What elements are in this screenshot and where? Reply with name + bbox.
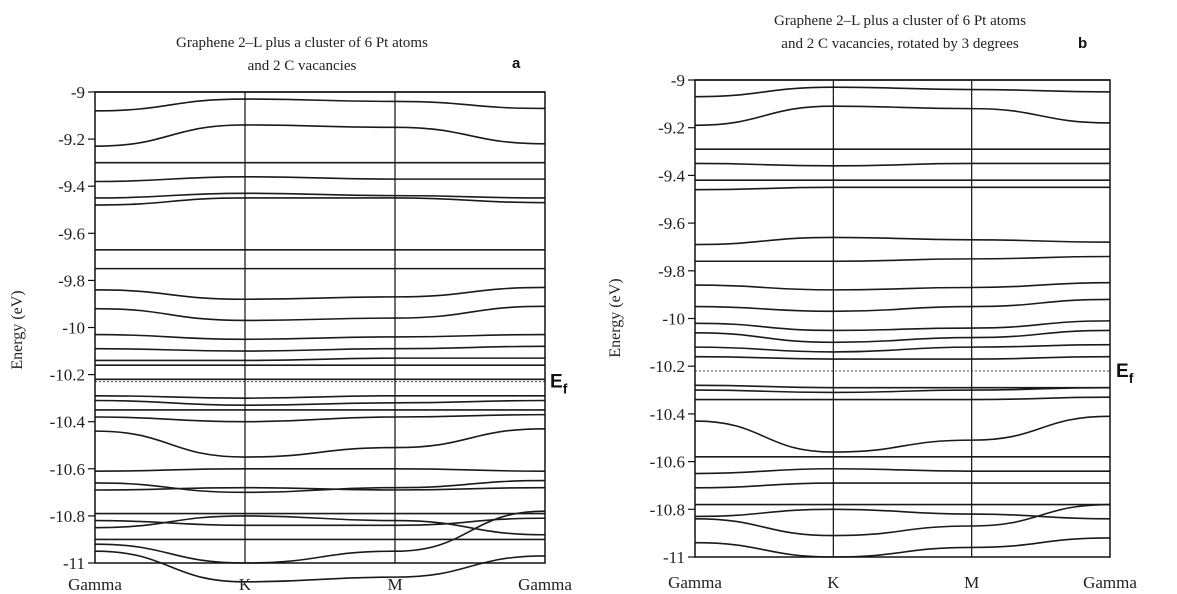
x-tick-label: K [827, 573, 840, 592]
band-line [694, 503, 1111, 537]
plot-frame [694, 79, 1111, 558]
y-tick-label: -11 [63, 554, 85, 573]
band-line [94, 357, 545, 362]
band-line [94, 333, 546, 341]
band-line [694, 343, 1111, 353]
y-axis-label: Energy (eV) [607, 278, 624, 357]
y-tick-label: -10.2 [50, 366, 85, 385]
y-tick-label: -10.4 [50, 413, 86, 432]
band-line [94, 305, 546, 322]
band-line [94, 175, 545, 183]
y-tick-label: -10 [662, 310, 685, 329]
band-line [94, 486, 546, 491]
band-line [94, 192, 546, 199]
band-line [694, 320, 1111, 332]
y-tick-label: -10 [62, 319, 85, 338]
x-tick-label: M [964, 573, 979, 592]
x-tick-label: Gamma [1083, 573, 1137, 592]
y-tick-label: -9.2 [658, 119, 685, 138]
chart-panel-a: Graphene 2–L plus a cluster of 6 Pt atom… [9, 35, 572, 594]
band-line [694, 186, 1110, 191]
y-tick-label: -11 [663, 548, 685, 567]
band-line [694, 329, 1111, 344]
y-tick-label: -10.2 [650, 357, 685, 376]
fermi-label-main: E [550, 372, 563, 393]
band-line [94, 286, 546, 301]
band-line [94, 467, 546, 472]
band-line [694, 298, 1111, 313]
y-tick-label: -9 [71, 83, 85, 102]
y-tick-label: -9.4 [58, 177, 85, 196]
fermi-label-sub: f [1129, 370, 1134, 386]
y-tick-label: -10.6 [650, 453, 685, 472]
band-line [94, 517, 546, 527]
x-tick-label: Gamma [668, 573, 722, 592]
panel-label: b [1078, 35, 1087, 52]
chart-title-line: Graphene 2–L plus a cluster of 6 Pt atom… [176, 35, 428, 51]
band-line [94, 413, 546, 423]
band-line [694, 537, 1111, 558]
y-tick-label: -9.8 [658, 262, 685, 281]
band-line [94, 550, 546, 583]
band-line [694, 105, 1111, 127]
band-line [94, 427, 546, 458]
band-line [694, 281, 1111, 291]
y-tick-label: -9 [671, 71, 685, 90]
y-tick-label: -9.2 [58, 130, 85, 149]
band-line [94, 345, 546, 352]
band-line [94, 399, 546, 407]
chart-panel-b: Graphene 2–L plus a cluster of 6 Pt atom… [607, 13, 1137, 592]
band-line [694, 86, 1111, 98]
y-tick-label: -9.6 [58, 224, 85, 243]
band-line [94, 479, 546, 494]
band-line [694, 162, 1110, 167]
chart-title-line: and 2 C vacancies, rotated by 3 degrees [781, 36, 1019, 52]
x-tick-label: M [387, 575, 402, 594]
band-line [694, 415, 1111, 453]
band-line [94, 197, 546, 206]
y-tick-label: -10.8 [50, 507, 85, 526]
band-line [694, 467, 1110, 475]
y-tick-label: -9.8 [58, 271, 85, 290]
band-line [695, 255, 1111, 263]
chart-title-line: and 2 C vacancies [248, 58, 357, 74]
fermi-level-label: Ef [1116, 361, 1134, 386]
y-tick-label: -10.6 [50, 460, 85, 479]
band-line [694, 386, 1111, 394]
x-tick-label: K [239, 575, 252, 594]
y-tick-label: -10.8 [650, 500, 685, 519]
plot-frame [94, 91, 546, 564]
y-tick-label: -10.4 [650, 405, 686, 424]
band-line [94, 515, 546, 536]
panel-label: a [512, 55, 521, 72]
x-tick-label: Gamma [518, 575, 572, 594]
band-line [94, 124, 546, 147]
x-tick-label: Gamma [68, 575, 122, 594]
band-line [694, 355, 1111, 360]
band-line [694, 384, 1110, 389]
band-line [694, 236, 1111, 246]
chart-title-line: Graphene 2–L plus a cluster of 6 Pt atom… [774, 13, 1026, 29]
band-line [694, 396, 1111, 401]
y-tick-label: -9.6 [658, 214, 685, 233]
fermi-label-sub: f [563, 381, 568, 397]
band-line [94, 98, 546, 112]
y-axis-label: Energy (eV) [9, 290, 26, 369]
band-line [694, 482, 1110, 489]
band-line [694, 508, 1111, 520]
y-tick-label: -9.4 [658, 166, 685, 185]
fermi-label-main: E [1116, 361, 1129, 382]
band-line [94, 510, 546, 564]
band-line [94, 394, 545, 399]
fermi-level-label: Ef [550, 372, 568, 397]
